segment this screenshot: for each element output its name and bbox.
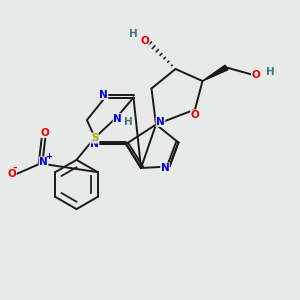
Text: O: O [8, 169, 16, 179]
Text: O: O [251, 70, 260, 80]
Text: N: N [156, 116, 165, 127]
Text: O: O [140, 35, 149, 46]
Text: N: N [160, 163, 169, 173]
Text: +: + [45, 152, 52, 161]
Polygon shape [202, 65, 228, 81]
Text: S: S [91, 133, 98, 143]
Text: N: N [99, 89, 108, 100]
Text: N: N [113, 113, 122, 124]
Text: H: H [124, 117, 133, 128]
Text: N: N [90, 139, 99, 149]
Text: N: N [39, 157, 48, 167]
Text: H: H [266, 67, 274, 77]
Text: -: - [13, 163, 17, 173]
Text: O: O [190, 110, 200, 120]
Text: H: H [129, 29, 138, 40]
Text: O: O [40, 128, 50, 138]
